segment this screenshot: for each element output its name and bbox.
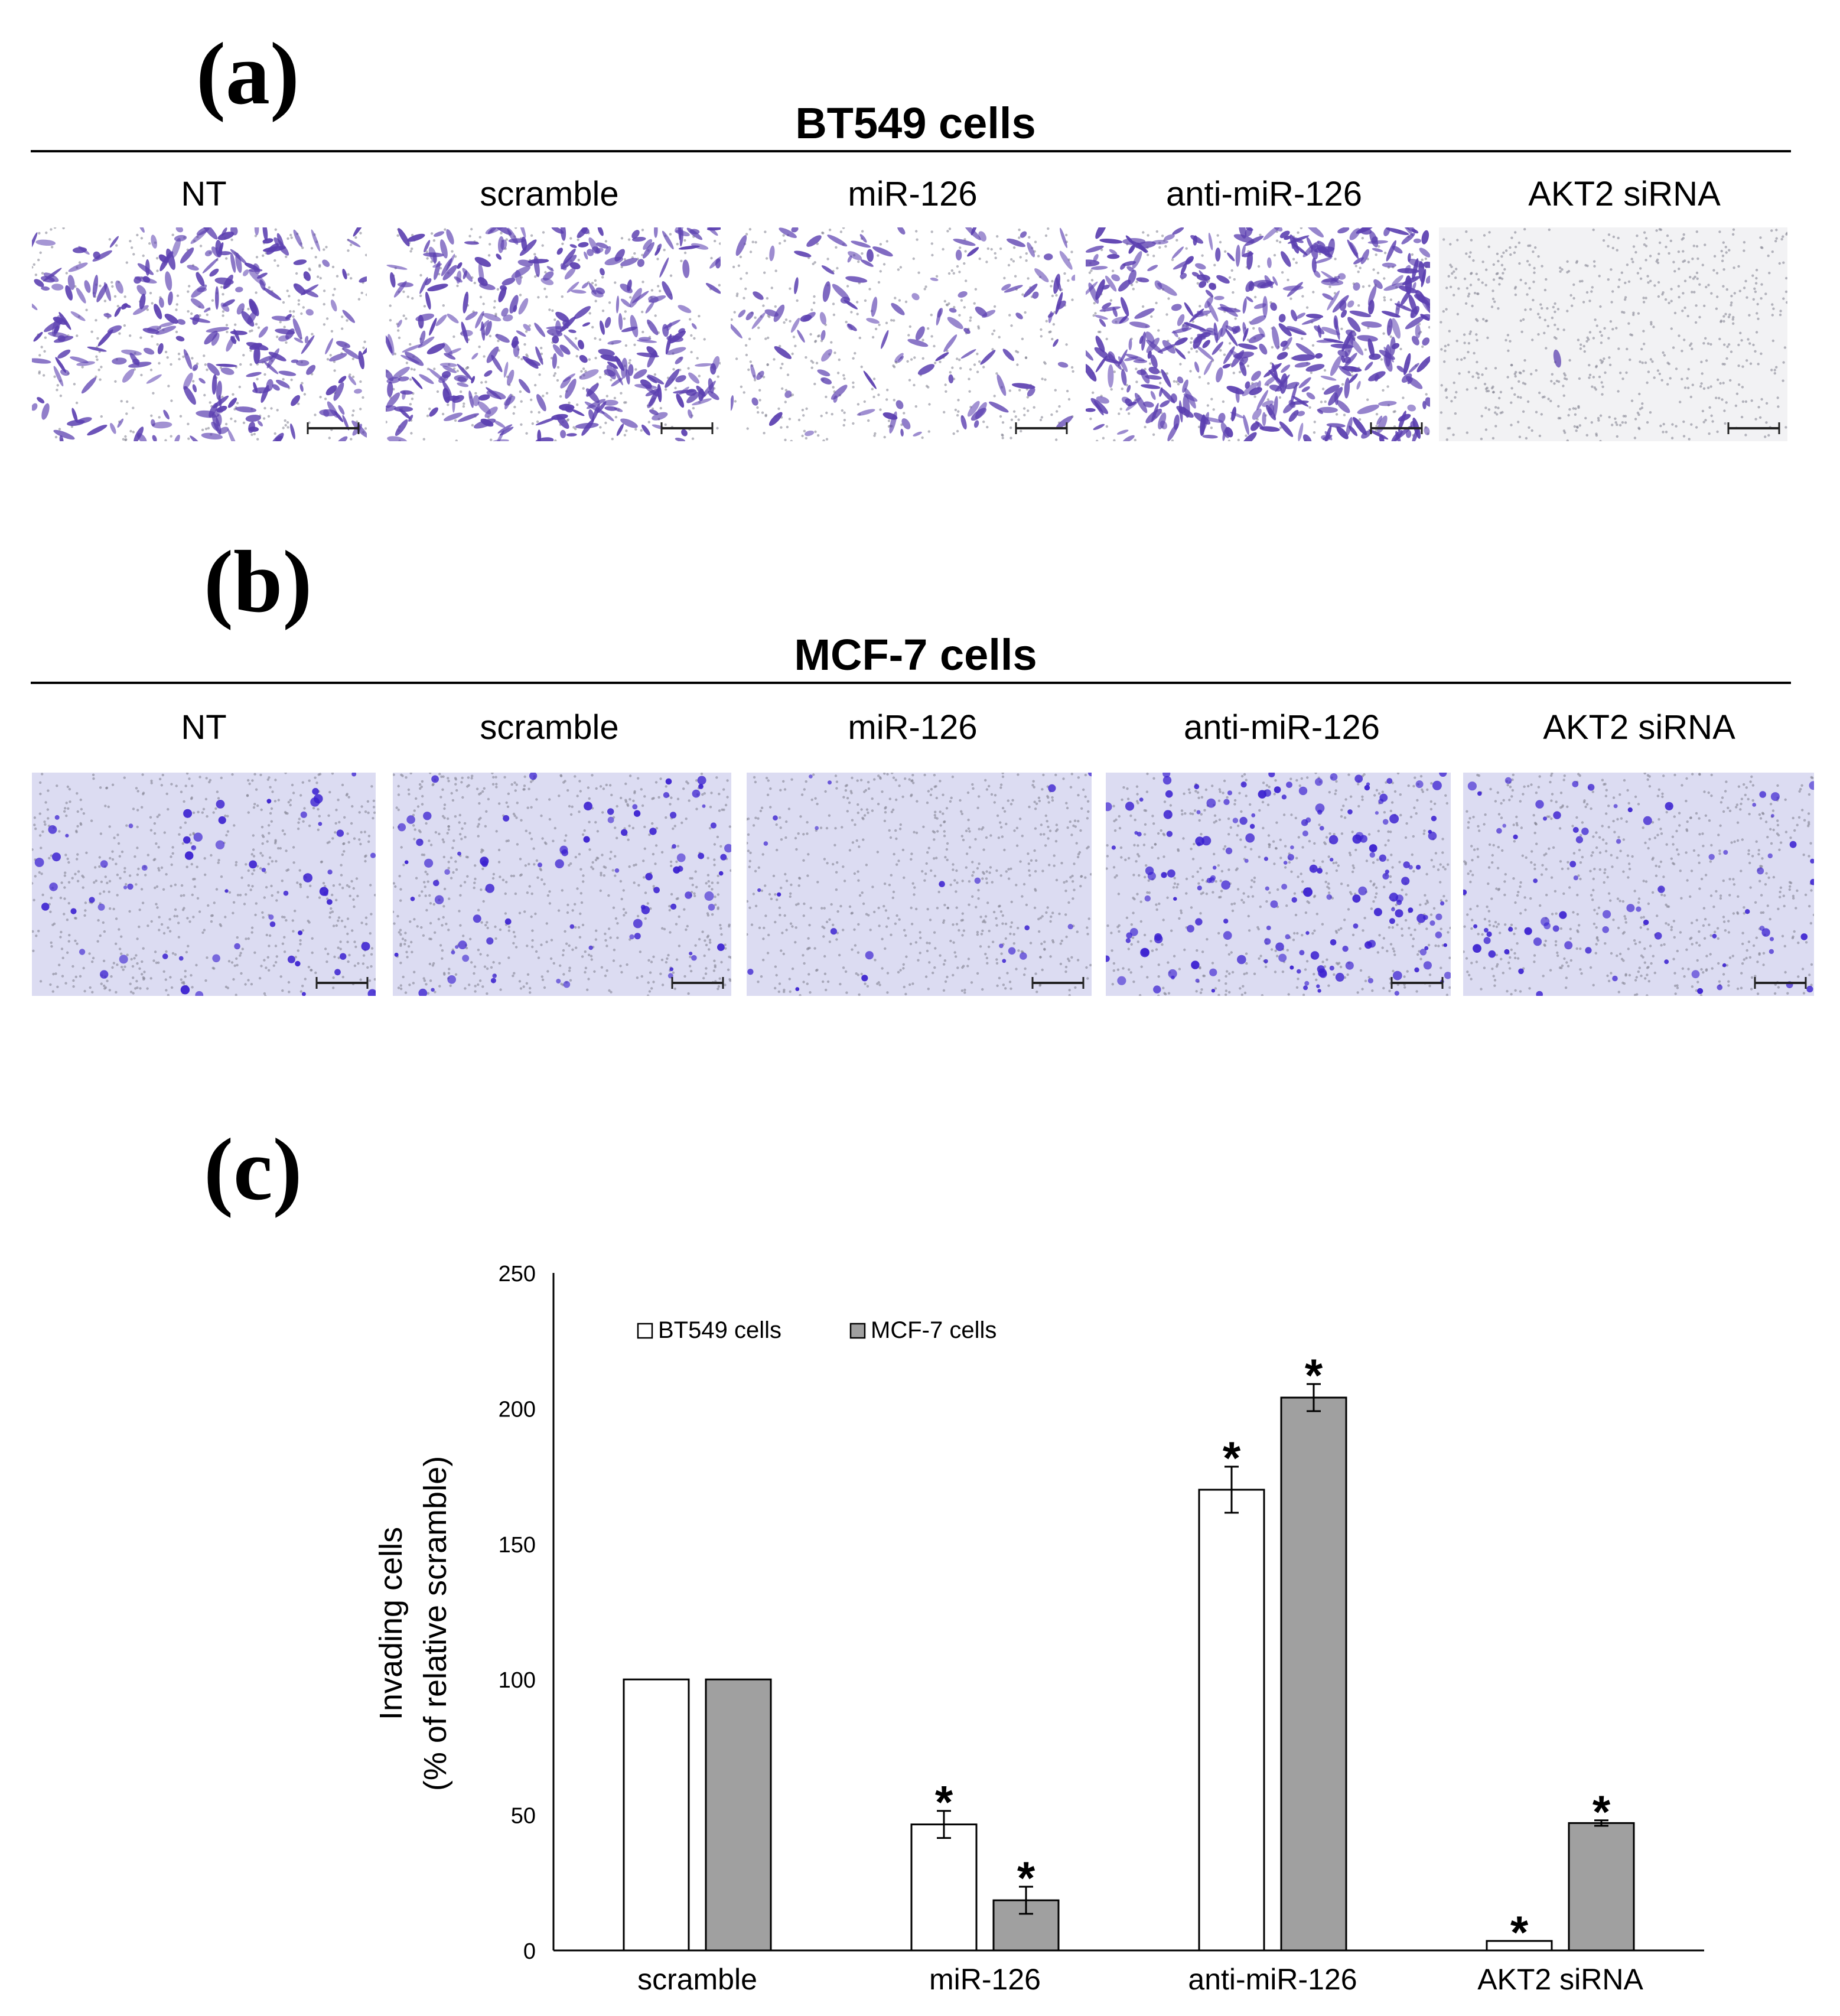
micrograph-mcf7-nt-image: [32, 773, 376, 996]
panel-a-divider: [31, 150, 1791, 152]
micrograph-mcf7-akt2: [1463, 773, 1814, 996]
panel-b-label-mir126: miR-126: [848, 708, 978, 747]
micrograph-bt549-anti-mir126: [1086, 227, 1430, 441]
panel-b-title: MCF-7 cells: [794, 630, 1037, 679]
micrograph-mcf7-mir126-image: [747, 773, 1092, 996]
y-tick-label: 200: [499, 1397, 536, 1422]
significance-asterisk: *: [1510, 1906, 1529, 1958]
panel-a-label-scramble: scramble: [480, 175, 619, 213]
significance-asterisk: *: [1017, 1852, 1035, 1904]
micrograph-bt549-akt2-image: [1439, 227, 1787, 441]
x-tick-label: anti-miR-126: [1188, 1963, 1357, 1996]
panel-c-letter: (c): [204, 1121, 302, 1219]
bar-mcf7: [705, 1678, 772, 1952]
micrograph-bt549-akt2: [1439, 227, 1787, 441]
bar-bt549: [1198, 1489, 1265, 1952]
panel-a-label-nt: NT: [181, 175, 227, 213]
micrograph-mcf7-nt: [32, 773, 376, 996]
bar-bt549: [1486, 1940, 1553, 1952]
y-tick-label: 100: [499, 1668, 536, 1693]
micrograph-mcf7-scramble: [393, 773, 731, 996]
panel-b-letter: (b): [204, 533, 312, 631]
micrograph-bt549-anti-mir126-image: [1086, 227, 1430, 441]
panel-b-label-nt: NT: [181, 708, 227, 747]
x-tick-label: scramble: [637, 1963, 757, 1996]
panel-a-label-akt2: AKT2 siRNA: [1528, 175, 1721, 213]
bar-bt549: [623, 1678, 690, 1952]
micrograph-bt549-mir126-image: [731, 227, 1075, 441]
panel-a-label-mir126: miR-126: [848, 175, 978, 213]
legend-swatch-bt549: [637, 1323, 653, 1339]
micrograph-mcf7-scramble-image: [393, 773, 731, 996]
y-axis-label-line1: Invading cells: [373, 1527, 409, 1720]
panel-b-label-anti-mir126: anti-miR-126: [1184, 708, 1380, 747]
bar-bt549: [910, 1823, 978, 1952]
panel-a-letter: (a): [196, 25, 299, 123]
panel-b-label-scramble: scramble: [480, 708, 619, 747]
legend-label-mcf7: MCF-7 cells: [871, 1317, 996, 1343]
micrograph-bt549-nt-image: [32, 227, 367, 441]
y-tick-label: 150: [499, 1533, 536, 1558]
y-axis-label-line2: (% of relative scramble): [418, 1456, 453, 1791]
x-tick-label: miR-126: [929, 1963, 1041, 1996]
legend-swatch-mcf7: [849, 1323, 866, 1339]
legend-label-bt549: BT549 cells: [658, 1317, 781, 1343]
y-tick-label: 250: [499, 1262, 536, 1287]
micrograph-mcf7-anti-mir126: [1106, 773, 1451, 996]
x-tick-label: AKT2 siRNA: [1477, 1963, 1643, 1996]
micrograph-bt549-mir126: [731, 227, 1075, 441]
micrograph-mcf7-mir126: [747, 773, 1092, 996]
significance-asterisk: *: [1305, 1349, 1323, 1401]
bar-mcf7: [1568, 1822, 1635, 1952]
micrograph-mcf7-anti-mir126-image: [1106, 773, 1451, 996]
invasion-bar-chart: 0 50 100 150 200 250 Invading cells (% of relat…: [373, 1262, 1704, 1996]
panel-a-title: BT549 cells: [795, 99, 1036, 148]
micrograph-bt549-scramble-image: [386, 227, 721, 441]
significance-asterisk: *: [935, 1776, 953, 1828]
micrograph-mcf7-akt2-image: [1463, 773, 1814, 996]
significance-asterisk: *: [1593, 1786, 1611, 1838]
micrograph-bt549-nt: [32, 227, 367, 441]
panel-b-label-akt2: AKT2 siRNA: [1543, 708, 1735, 747]
bar-mcf7: [1280, 1396, 1347, 1952]
micrograph-bt549-scramble: [386, 227, 721, 441]
significance-asterisk: *: [1223, 1432, 1241, 1484]
y-tick-label: 0: [523, 1939, 536, 1964]
panel-a-label-anti-mir126: anti-miR-126: [1166, 175, 1362, 213]
panel-b-divider: [31, 682, 1791, 684]
y-tick-label: 50: [511, 1804, 536, 1829]
